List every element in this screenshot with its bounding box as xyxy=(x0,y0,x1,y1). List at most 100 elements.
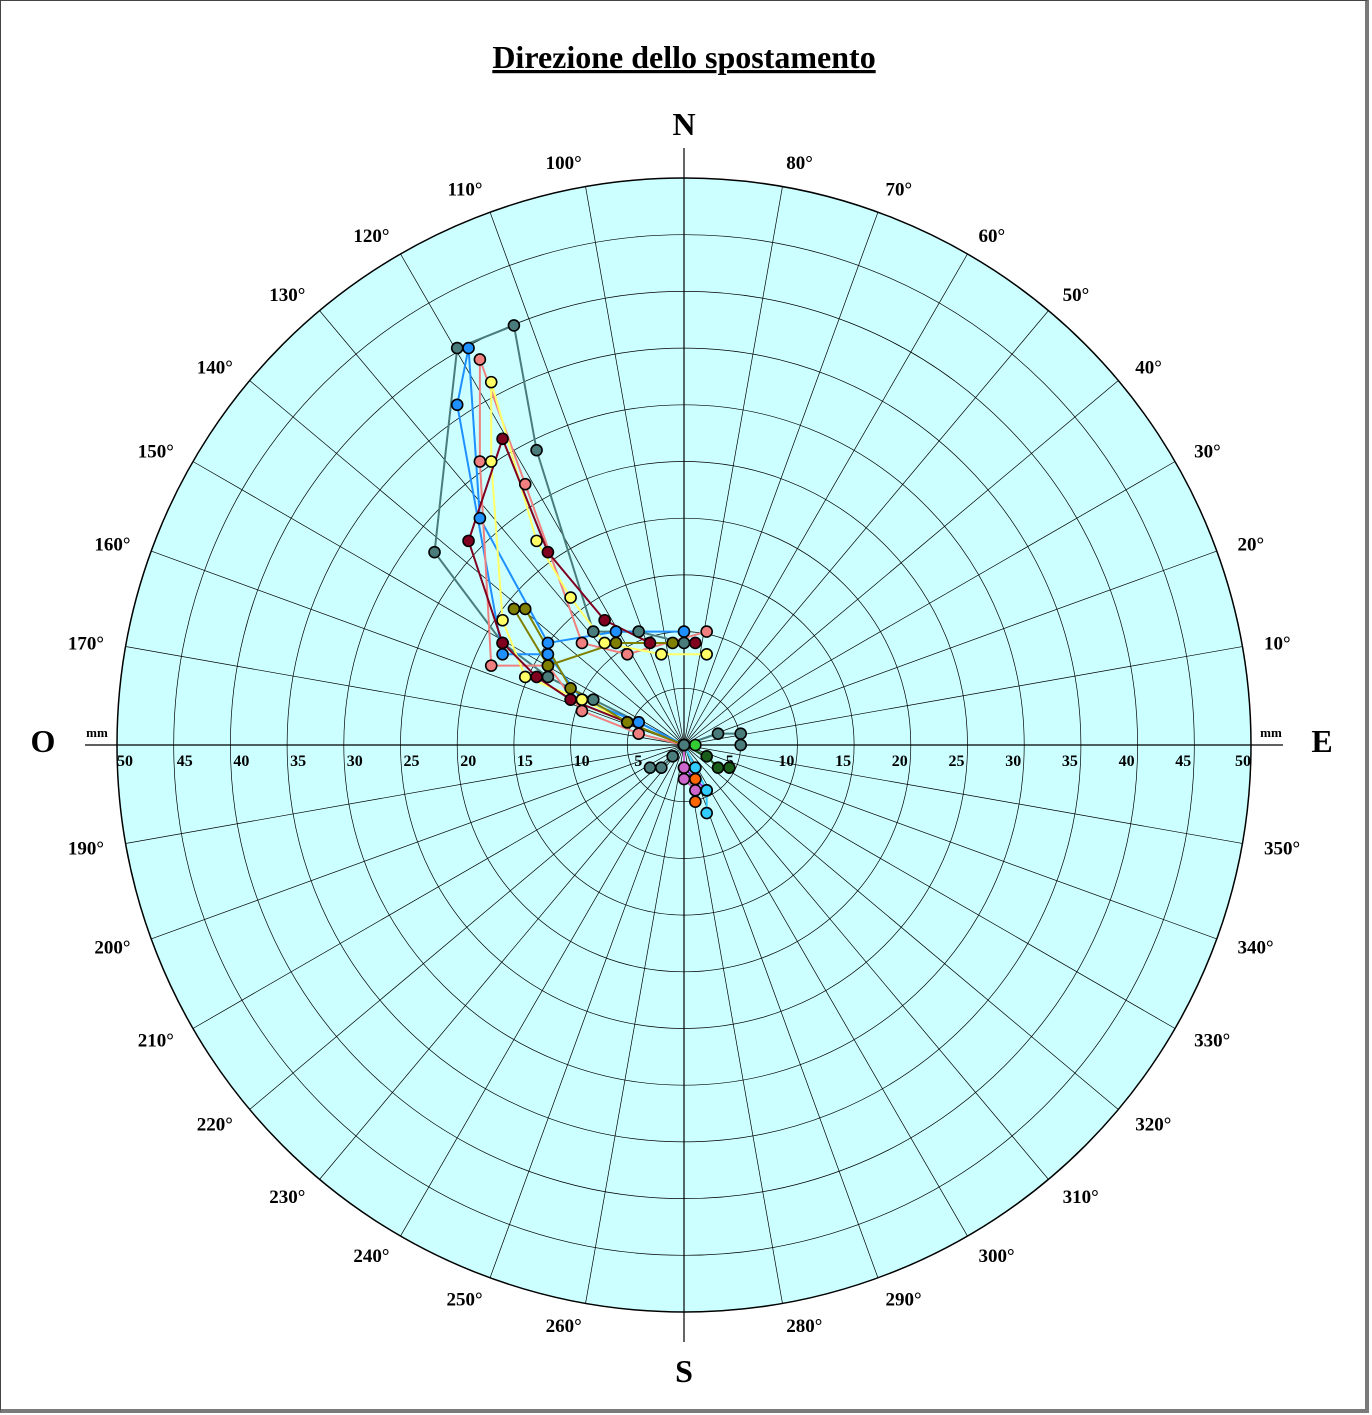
data-point xyxy=(484,659,498,672)
data-point xyxy=(734,738,748,752)
unit-label-left: mm xyxy=(86,725,108,740)
grid-spoke xyxy=(400,253,685,746)
radial-tick-label: 20 xyxy=(892,753,908,770)
data-point xyxy=(518,477,532,491)
radial-tick-label: 5 xyxy=(634,753,642,770)
angle-label: 210° xyxy=(138,1031,174,1052)
grid-spoke xyxy=(489,744,685,1278)
data-point xyxy=(541,659,555,672)
grid-spoke xyxy=(151,744,685,940)
grid-spoke xyxy=(249,380,685,746)
data-point xyxy=(677,761,691,774)
angle-label: 220° xyxy=(197,1115,233,1136)
data-point xyxy=(575,704,589,718)
angle-label: 300° xyxy=(979,1246,1015,1267)
angle-label: 20° xyxy=(1237,535,1264,556)
data-point xyxy=(564,591,577,604)
data-point xyxy=(496,647,509,661)
data-point xyxy=(711,761,725,774)
grid-spoke xyxy=(683,310,1049,746)
grid-spoke xyxy=(683,744,1176,1029)
angle-label: 10° xyxy=(1264,634,1291,655)
grid-spoke xyxy=(683,253,968,746)
grid-spoke xyxy=(683,744,1119,1110)
angle-label: 240° xyxy=(353,1246,389,1267)
data-point xyxy=(643,636,657,650)
data-point xyxy=(473,455,487,468)
radial-tick-label: 30 xyxy=(347,753,363,770)
grid-spoke xyxy=(489,212,685,746)
grid-spoke xyxy=(683,744,879,1278)
data-point xyxy=(609,636,623,650)
angle-label: 280° xyxy=(786,1316,822,1337)
grid-spoke xyxy=(683,744,1243,844)
data-point xyxy=(598,613,611,627)
data-point xyxy=(462,534,475,548)
data-point xyxy=(700,806,713,820)
data-point xyxy=(428,545,441,559)
data-point xyxy=(496,432,509,446)
angle-label: 230° xyxy=(269,1187,305,1208)
grid-spoke xyxy=(319,310,685,746)
data-point xyxy=(496,613,509,627)
radial-tick-label: 15 xyxy=(517,753,533,770)
grid-spoke xyxy=(683,744,1049,1180)
data-point xyxy=(734,727,748,740)
angle-label: 50° xyxy=(1063,285,1090,306)
grid-spoke xyxy=(683,744,783,1304)
angle-label: 310° xyxy=(1063,1187,1099,1208)
data-point xyxy=(700,750,713,763)
angular-grid xyxy=(85,148,1283,1342)
grid-spoke xyxy=(249,744,685,1110)
radial-tick-label: 45 xyxy=(177,753,193,770)
data-point xyxy=(689,784,702,797)
data-point xyxy=(541,636,555,650)
radial-tick-label: 35 xyxy=(290,753,306,770)
grid-spoke xyxy=(683,186,783,746)
data-point xyxy=(473,353,487,366)
cardinal-south: S xyxy=(675,1353,693,1389)
angle-label: 260° xyxy=(546,1316,582,1337)
data-point xyxy=(723,761,736,774)
angle-label: 140° xyxy=(197,357,233,378)
grid-spoke xyxy=(585,186,685,746)
grid-spoke xyxy=(585,744,685,1304)
angle-label: 150° xyxy=(138,442,174,463)
data-point xyxy=(507,319,521,332)
data-point xyxy=(564,681,577,695)
radial-tick-label: 30 xyxy=(1005,753,1021,770)
data-point xyxy=(541,545,555,559)
data-point xyxy=(677,625,691,638)
angle-label: 70° xyxy=(885,180,912,201)
cardinal-west: O xyxy=(31,723,56,759)
grid-spoke xyxy=(683,744,968,1237)
grid-spoke xyxy=(125,744,685,844)
data-point xyxy=(666,750,679,763)
data-point xyxy=(473,511,487,525)
radial-tick-label: 50 xyxy=(1235,753,1251,770)
data-point xyxy=(541,647,555,661)
data-point xyxy=(609,625,623,638)
data-point xyxy=(484,455,498,468)
radial-tick-label: 40 xyxy=(233,753,249,770)
data-point xyxy=(450,341,464,355)
data-point xyxy=(598,636,611,650)
grid-spoke xyxy=(192,461,685,746)
angle-label: 190° xyxy=(68,838,104,859)
data-point xyxy=(677,738,691,752)
data-point xyxy=(689,761,702,774)
angle-label: 170° xyxy=(68,634,104,655)
data-point xyxy=(530,534,543,548)
grid-spoke xyxy=(125,646,685,746)
data-point xyxy=(530,443,543,457)
radial-tick-label: 10 xyxy=(778,753,794,770)
data-point xyxy=(677,772,691,786)
grid-spoke xyxy=(151,550,685,746)
data-point xyxy=(507,602,521,616)
data-point xyxy=(689,795,702,809)
data-point xyxy=(632,716,645,729)
radial-tick-label: 25 xyxy=(404,753,420,770)
data-point xyxy=(462,341,475,355)
angle-label: 40° xyxy=(1135,357,1162,378)
angle-label: 200° xyxy=(94,937,130,958)
